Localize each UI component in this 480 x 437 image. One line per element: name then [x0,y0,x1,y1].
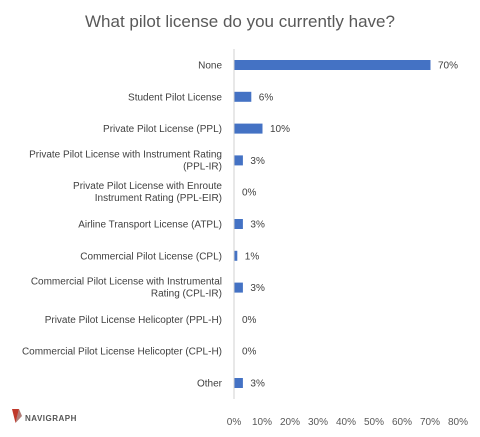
navigraph-logo: NAVIGRAPH [12,409,77,423]
value-labels: 70% 6% 10% 3% 0% 3% 1% 3% 0% 0% 3% [242,61,458,390]
bar [234,60,431,70]
x-tick-label: 30% [308,417,328,428]
chart-title: What pilot license do you currently have… [85,12,395,31]
value-label: 3% [250,379,265,390]
value-label: 10% [270,124,290,135]
category-label: Private Pilot License with Instrument Ra… [29,149,222,172]
bars [234,60,431,388]
value-label: 1% [245,251,260,262]
category-label: Private Pilot License Helicopter (PPL-H) [45,315,222,326]
navigraph-logo-icon-shadow [15,409,22,423]
bar [234,378,243,388]
x-tick-label: 20% [280,417,300,428]
x-axis-ticks: 0% 10% 20% 30% 40% 50% 60% 70% 80% [227,417,468,428]
category-labels: None Student Pilot License Private Pilot L… [22,61,223,390]
bar [234,123,263,134]
category-label: Commercial Pilot License with Instrument… [31,277,222,300]
x-tick-label: 80% [448,417,468,428]
value-label: 3% [250,220,265,231]
navigraph-logo-text: NAVIGRAPH [25,414,77,423]
category-label: None [198,61,222,72]
bar [234,219,243,229]
category-label: Private Pilot License (PPL) [103,124,222,135]
bar [234,91,252,102]
x-tick-label: 0% [227,417,242,428]
value-label: 0% [242,315,257,326]
category-label: Private Pilot License with Enroute Instru… [73,181,222,204]
category-label: Student Pilot License [128,92,222,103]
value-label: 3% [250,283,265,294]
x-tick-label: 10% [252,417,272,428]
bar [234,282,243,293]
x-tick-label: 40% [336,417,356,428]
bar [234,250,238,261]
bar [234,155,243,166]
x-tick-label: 60% [392,417,412,428]
category-label: Commercial Pilot License Helicopter (CPL… [22,347,222,358]
value-label: 3% [250,156,265,167]
category-label: Commercial Pilot License (CPL) [80,251,222,262]
value-label: 0% [242,347,257,358]
x-tick-label: 50% [364,417,384,428]
category-label: Airline Transport License (ATPL) [78,220,222,231]
category-label: Other [197,379,223,390]
value-label: 0% [242,188,257,199]
value-label: 6% [259,92,274,103]
x-tick-label: 70% [420,417,440,428]
navigraph-logo-icon [12,409,19,423]
value-label: 70% [438,61,458,72]
